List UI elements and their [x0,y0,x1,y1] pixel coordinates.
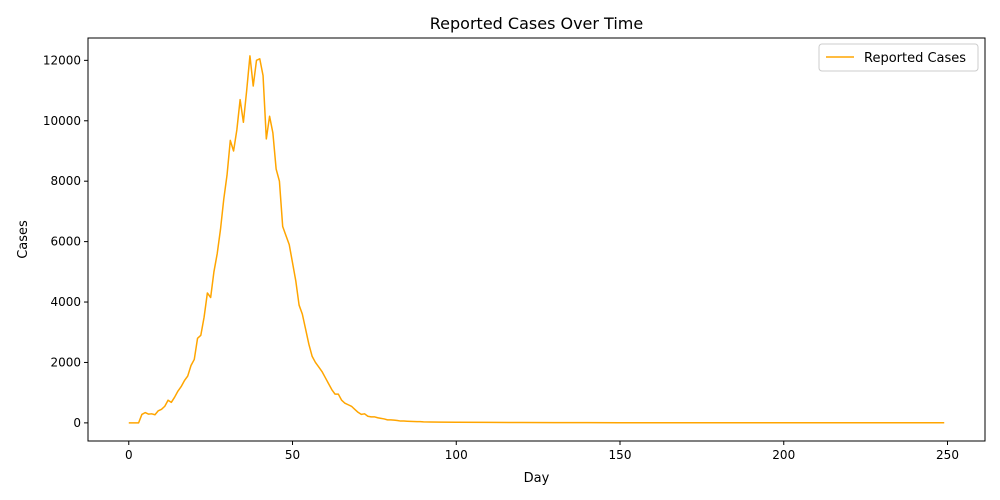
legend-box [818,43,979,72]
y-tick-label: 4000 [50,295,81,309]
x-tick-label: 200 [772,448,795,462]
y-tick-label: 6000 [50,235,81,249]
y-tick-label: 2000 [50,355,81,369]
legend-label-reported-cases: Reported Cases [864,51,966,66]
series-line-reported-cases [128,55,945,424]
chart-title: Reported Cases Over Time [430,14,643,33]
y-axis-label: Cases [16,220,31,259]
x-tick-label: 250 [936,448,959,462]
y-tick-label: 8000 [50,174,81,188]
x-axis-label: Day [524,471,550,486]
y-tick-label: 12000 [43,53,81,67]
plot-area [128,55,945,424]
x-tick-label: 0 [125,448,133,462]
y-tick-label: 10000 [43,114,81,128]
x-tick-label: 50 [285,448,300,462]
y-tick-label: 0 [73,416,81,430]
legend: Reported Cases [818,43,979,72]
axis-ticks: 0 50 100 150 200 250 0 2000 4000 6000 8000 10000 120… [43,53,959,462]
x-tick-label: 100 [445,448,468,462]
x-tick-label: 150 [609,448,632,462]
axes-frame [87,37,986,442]
